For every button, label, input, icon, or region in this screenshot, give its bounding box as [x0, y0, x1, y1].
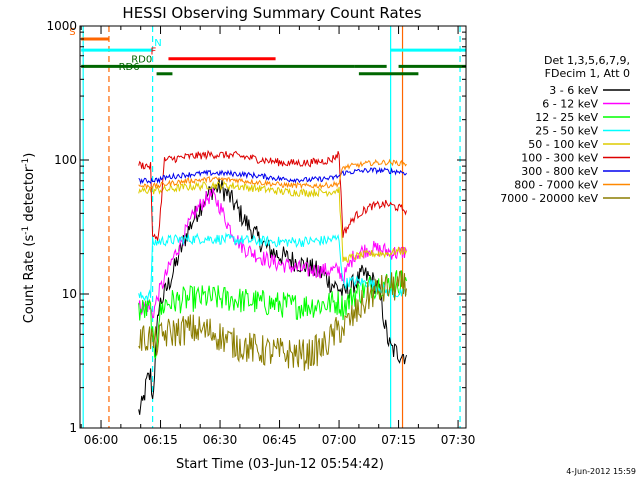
x-tick-label: 07:00	[322, 433, 357, 447]
legend-label: 300 - 800 keV	[521, 165, 598, 178]
vertical-markers	[82, 26, 461, 428]
x-axis-label: Start Time (03-Jun-12 05:54:42)	[176, 457, 384, 472]
y-tick-label: 100	[54, 153, 77, 167]
y-axis-label-part3: )	[22, 153, 37, 158]
y-tick-label: 1000	[46, 19, 77, 33]
series-lines	[138, 149, 407, 415]
series-line-800-7000keV	[138, 158, 407, 190]
series-line-50-100keV	[138, 180, 407, 263]
legend-label: 100 - 300 keV	[521, 152, 598, 165]
legend-header-2: FDecim 1, Att 0	[545, 67, 630, 80]
series-line-6-12keV	[138, 188, 407, 319]
y-axis-label: Count Rate (s-1 detector-1)	[21, 153, 37, 324]
series-line-12-25keV	[138, 270, 407, 360]
x-tick-label: 06:30	[203, 433, 238, 447]
plot-frame	[79, 25, 467, 429]
status-bar-label: S	[69, 27, 75, 38]
legend-header-1: Det 1,3,5,6,7,9,	[544, 54, 630, 67]
y-tick-label: 10	[62, 287, 77, 301]
y-axis-label-part1: Count Rate (s	[22, 235, 37, 324]
series-line-7000-20000keV	[138, 270, 407, 371]
x-tick-label: 06:15	[143, 433, 178, 447]
status-bar-label: N	[154, 38, 161, 49]
x-tick-label: 07:30	[441, 433, 476, 447]
axis-ticks: 06:00 06:15 06:30 06:45 07:00 07:15 07:30 1 10 10…	[46, 19, 475, 447]
status-bar-label: RD6	[119, 62, 140, 73]
series-line-100-300keV	[138, 149, 407, 241]
x-tick-label: 06:45	[262, 433, 297, 447]
legend-label: 7000 - 20000 keV	[500, 192, 598, 205]
x-tick-label: 07:15	[381, 433, 416, 447]
y-tick-label: 1	[69, 421, 77, 435]
footer-timestamp: 4-Jun-2012 15:59	[566, 467, 636, 476]
status-bar-label: F	[150, 47, 156, 58]
legend-label: 25 - 50 keV	[535, 125, 598, 138]
x-tick-label: 06:00	[84, 433, 119, 447]
y-axis-label-part2: detector	[22, 166, 37, 226]
legend-label: 3 - 6 keV	[549, 84, 598, 97]
legend-label: 800 - 7000 keV	[514, 179, 598, 192]
chart-title: HESSI Observing Summary Count Rates	[122, 4, 421, 22]
legend-label: 12 - 25 keV	[535, 111, 598, 124]
legend: Det 1,3,5,6,7,9, FDecim 1, Att 0 3 - 6 k…	[500, 54, 630, 205]
y-axis-label-sup2: -1	[21, 158, 31, 167]
status-bar-label: RD0	[131, 54, 152, 65]
series-line-300-800keV	[138, 166, 407, 185]
series-line-25-50keV	[138, 232, 407, 301]
y-axis-label-sup1: -1	[21, 226, 31, 235]
legend-label: 50 - 100 keV	[528, 138, 598, 151]
legend-label: 6 - 12 keV	[542, 98, 598, 111]
